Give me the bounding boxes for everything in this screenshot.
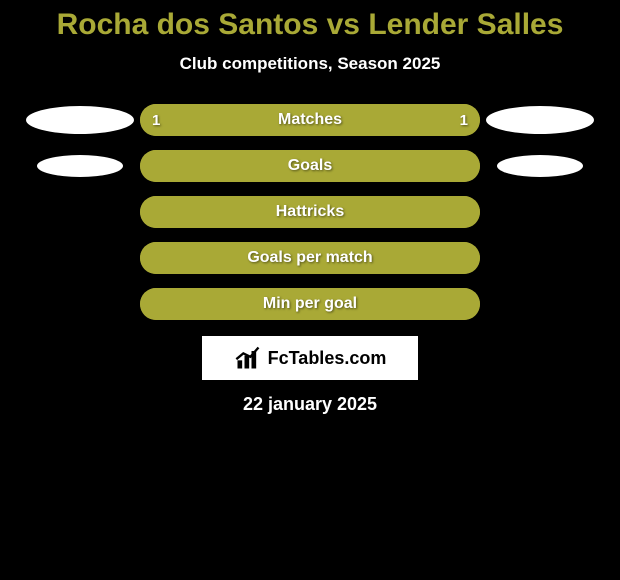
stat-row: Min per goal xyxy=(0,288,620,320)
right-ellipse-slot xyxy=(480,106,600,134)
page-subtitle: Club competitions, Season 2025 xyxy=(0,54,620,74)
right-ellipse xyxy=(486,106,594,134)
logo-text: FcTables.com xyxy=(268,348,387,369)
right-ellipse xyxy=(497,155,583,177)
stat-bar: Hattricks xyxy=(140,196,480,228)
bar-label: Matches xyxy=(140,111,480,129)
left-ellipse-slot xyxy=(20,155,140,177)
left-ellipse xyxy=(37,155,123,177)
left-ellipse-slot xyxy=(20,106,140,134)
bar-label: Goals xyxy=(140,157,480,175)
stat-rows: Matches1 1 Goals Hattricks Goals per match Mi… xyxy=(0,104,620,320)
bar-label: Goals per match xyxy=(140,249,480,267)
chart-container: Rocha dos Santos vs Lender Salles Club c… xyxy=(0,0,620,415)
stat-bar: Matches1 1 xyxy=(140,104,480,136)
stat-bar: Goals per match xyxy=(140,242,480,274)
stat-bar: Min per goal xyxy=(140,288,480,320)
stat-row: Goals xyxy=(0,150,620,182)
stat-bar: Goals xyxy=(140,150,480,182)
logo-box: FcTables.com xyxy=(202,336,418,380)
right-ellipse-slot xyxy=(480,155,600,177)
bar-right-value: 1 xyxy=(460,112,468,129)
stat-row: Matches1 1 xyxy=(0,104,620,136)
date-label: 22 january 2025 xyxy=(0,394,620,415)
stat-row: Hattricks xyxy=(0,196,620,228)
stat-row: Goals per match xyxy=(0,242,620,274)
page-title: Rocha dos Santos vs Lender Salles xyxy=(0,8,620,42)
chart-icon xyxy=(234,344,262,372)
left-ellipse xyxy=(26,106,134,134)
bar-label: Min per goal xyxy=(140,295,480,313)
bar-left-value: 1 xyxy=(152,112,160,129)
bar-label: Hattricks xyxy=(140,203,480,221)
